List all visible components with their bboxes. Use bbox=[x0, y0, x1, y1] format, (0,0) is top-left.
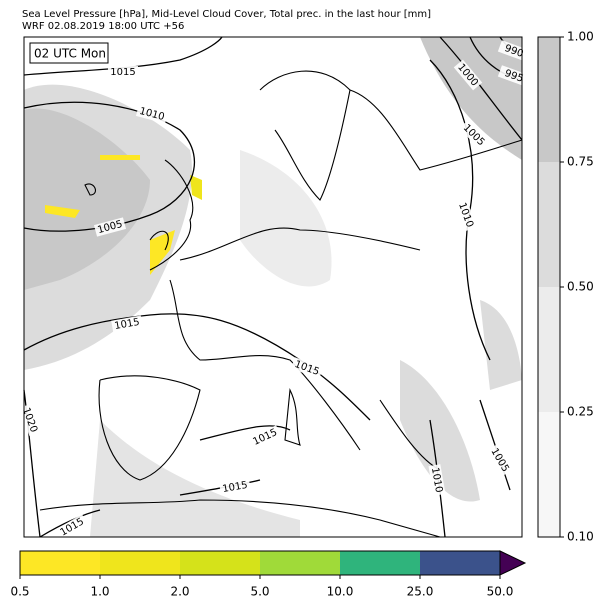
colorbar-tick-label: 2.0 bbox=[170, 585, 189, 599]
colorbar-tick-label: 50.0 bbox=[487, 585, 514, 599]
isobar-label-bg bbox=[111, 315, 143, 333]
precip-colorbar: 0.5 1.0 2.0 5.0 10.0 25.0 50.0 bbox=[10, 550, 527, 599]
cloud-area bbox=[480, 300, 522, 390]
isobar-label-bg bbox=[93, 217, 127, 237]
cloud-area bbox=[24, 108, 150, 290]
colorbar-tick-label: 1.0 bbox=[90, 585, 109, 599]
colorbar-tick-label: 0.5 bbox=[10, 585, 29, 599]
isobar-label-bg bbox=[135, 104, 169, 124]
isobar-label-bg bbox=[108, 66, 138, 78]
precip-area bbox=[190, 175, 202, 200]
isobar-label-bg bbox=[290, 357, 324, 379]
colorbar-tick-label: 25.0 bbox=[407, 585, 434, 599]
colorbar-tick-label: 0.50 bbox=[567, 280, 594, 294]
precip-area bbox=[100, 155, 140, 160]
isobar-label-bg bbox=[459, 120, 489, 150]
isobar-label: 1015 bbox=[222, 480, 249, 495]
colorbar-bin bbox=[538, 37, 560, 162]
cloud-area bbox=[240, 150, 332, 287]
isobar-label-bg bbox=[453, 59, 483, 91]
colorbar-tick-label: 5.0 bbox=[250, 585, 269, 599]
map-area: 1015101010051015101510151015101510201010… bbox=[19, 36, 531, 540]
colorbar-bin bbox=[100, 551, 180, 575]
colorbar-extend bbox=[499, 550, 527, 576]
title: Sea Level Pressure [hPa], Mid-Level Clou… bbox=[22, 9, 431, 20]
colorbar-tick-label: 10.0 bbox=[327, 585, 354, 599]
cloud-area bbox=[90, 420, 300, 537]
colorbar-bin bbox=[340, 551, 420, 575]
isobar-label-bg bbox=[19, 403, 41, 437]
colorbar-bin bbox=[180, 551, 260, 575]
isobar-label: 1015 bbox=[114, 317, 141, 332]
isobar-label-bg bbox=[248, 425, 282, 449]
isobar-label: 1010 bbox=[429, 467, 444, 494]
isobar-label-bg bbox=[56, 514, 88, 540]
map-frame bbox=[23, 36, 523, 538]
colorbar-bin bbox=[538, 162, 560, 287]
colorbar-tick-label: 0.10 bbox=[567, 530, 594, 544]
colorbar-bin bbox=[538, 412, 560, 537]
precip-area bbox=[150, 230, 175, 275]
cloud-area bbox=[420, 37, 522, 160]
isobar-label-bg bbox=[487, 444, 513, 476]
isobar bbox=[23, 36, 523, 538]
subtitle: WRF 02.08.2019 18:00 UTC +56 bbox=[22, 21, 184, 32]
isobar-label: 1015 bbox=[110, 67, 135, 78]
colorbar-bin bbox=[20, 551, 100, 575]
colorbar-bin bbox=[420, 551, 500, 575]
isobar-label-bg bbox=[428, 464, 446, 496]
cloud-colorbar: 0.10 0.25 0.50 0.75 1.00 bbox=[537, 30, 594, 544]
colorbar-tick-label: 0.75 bbox=[567, 155, 594, 169]
coastline bbox=[39, 70, 523, 538]
cloud-area bbox=[400, 360, 480, 502]
isobar-label-bg bbox=[219, 478, 251, 496]
colorbar-tick-label: 0.25 bbox=[567, 405, 594, 419]
colorbar-bin bbox=[260, 551, 340, 575]
precip-area bbox=[45, 205, 80, 218]
time-label: 02 UTC Mon bbox=[34, 47, 106, 61]
colorbar-tick-label: 1.00 bbox=[567, 30, 594, 44]
time-box bbox=[29, 42, 109, 64]
isobar-label-bg bbox=[455, 198, 477, 232]
colorbar-bin bbox=[538, 287, 560, 412]
